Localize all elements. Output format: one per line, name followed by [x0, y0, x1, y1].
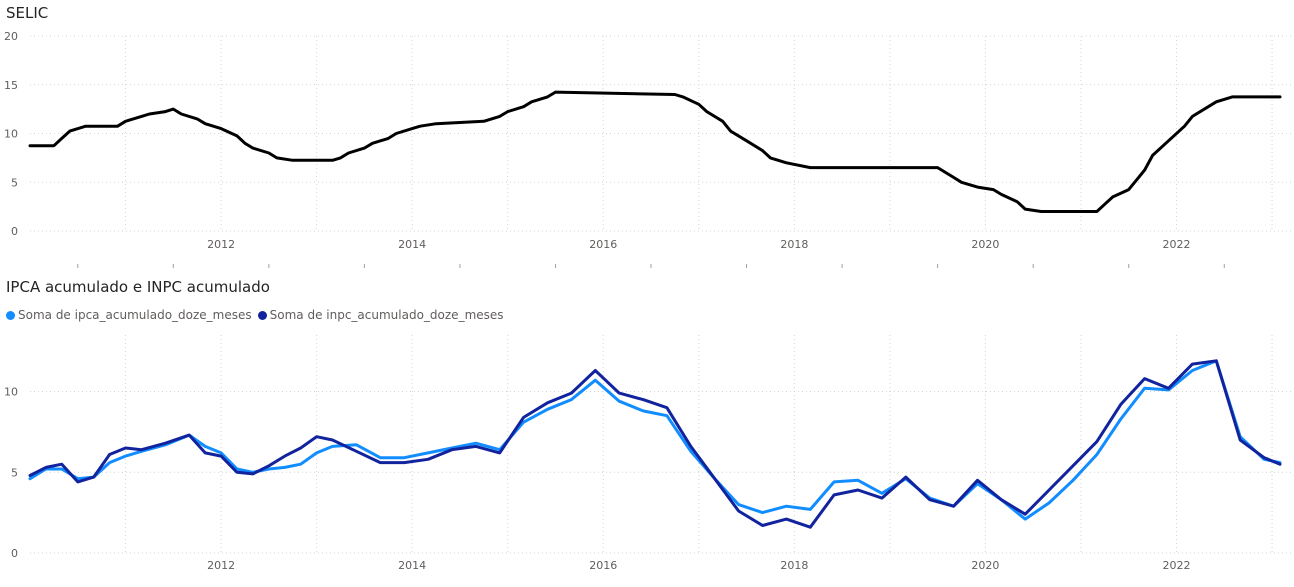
ipca-inpc-x-tick-label: 2014 [398, 559, 426, 572]
selic-line-chart: 0 5 10 15 20 2012 2014 2016 2018 2020 2022 [4, 30, 1294, 268]
selic-y-tick-label: 15 [4, 79, 18, 92]
selic-y-tick-label: 20 [4, 30, 18, 43]
selic-x-tick-label: 2018 [780, 238, 808, 251]
legend-label-ipca: Soma de ipca_acumulado_doze_meses [18, 308, 252, 322]
ipca-inpc-series-line-0[interactable] [28, 359, 1282, 521]
ipca-inpc-x-tick-label: 2020 [971, 559, 999, 572]
ipca-inpc-x-tick-label: 2012 [207, 559, 235, 572]
selic-y-tick-label: 10 [4, 128, 18, 141]
selic-series-line-0[interactable] [28, 90, 1282, 213]
selic-x-tick-label: 2016 [589, 238, 617, 251]
ipca-inpc-x-tick-label: 2018 [780, 559, 808, 572]
selic-x-tick-label: 2020 [971, 238, 999, 251]
ipca-inpc-y-tick-label: 10 [4, 386, 18, 399]
selic-chart-title: SELIC [6, 4, 49, 22]
ipca-inpc-y-tick-label: 0 [11, 547, 18, 560]
legend-item-ipca[interactable]: Soma de ipca_acumulado_doze_meses [6, 308, 252, 322]
selic-x-tick-label: 2014 [398, 238, 426, 251]
ipca-inpc-legend: Soma de ipca_acumulado_doze_meses Soma d… [6, 308, 510, 322]
legend-dot-inpc [257, 310, 267, 320]
selic-y-tick-label: 5 [11, 176, 18, 189]
selic-x-tick-label: 2022 [1162, 238, 1190, 251]
legend-item-inpc[interactable]: Soma de inpc_acumulado_doze_meses [257, 308, 504, 322]
ipca-inpc-series-line-1[interactable] [28, 359, 1282, 529]
selic-y-tick-label: 0 [11, 225, 18, 238]
ipca-inpc-x-tick-label: 2022 [1162, 559, 1190, 572]
ipca-inpc-y-tick-label: 5 [11, 466, 18, 479]
legend-dot-ipca [6, 310, 15, 320]
ipca-inpc-x-tick-label: 2016 [589, 559, 617, 572]
ipca-inpc-chart-title: IPCA acumulado e INPC acumulado [6, 278, 270, 296]
legend-label-inpc: Soma de inpc_acumulado_doze_meses [269, 308, 504, 322]
selic-x-tick-label: 2012 [207, 238, 235, 251]
